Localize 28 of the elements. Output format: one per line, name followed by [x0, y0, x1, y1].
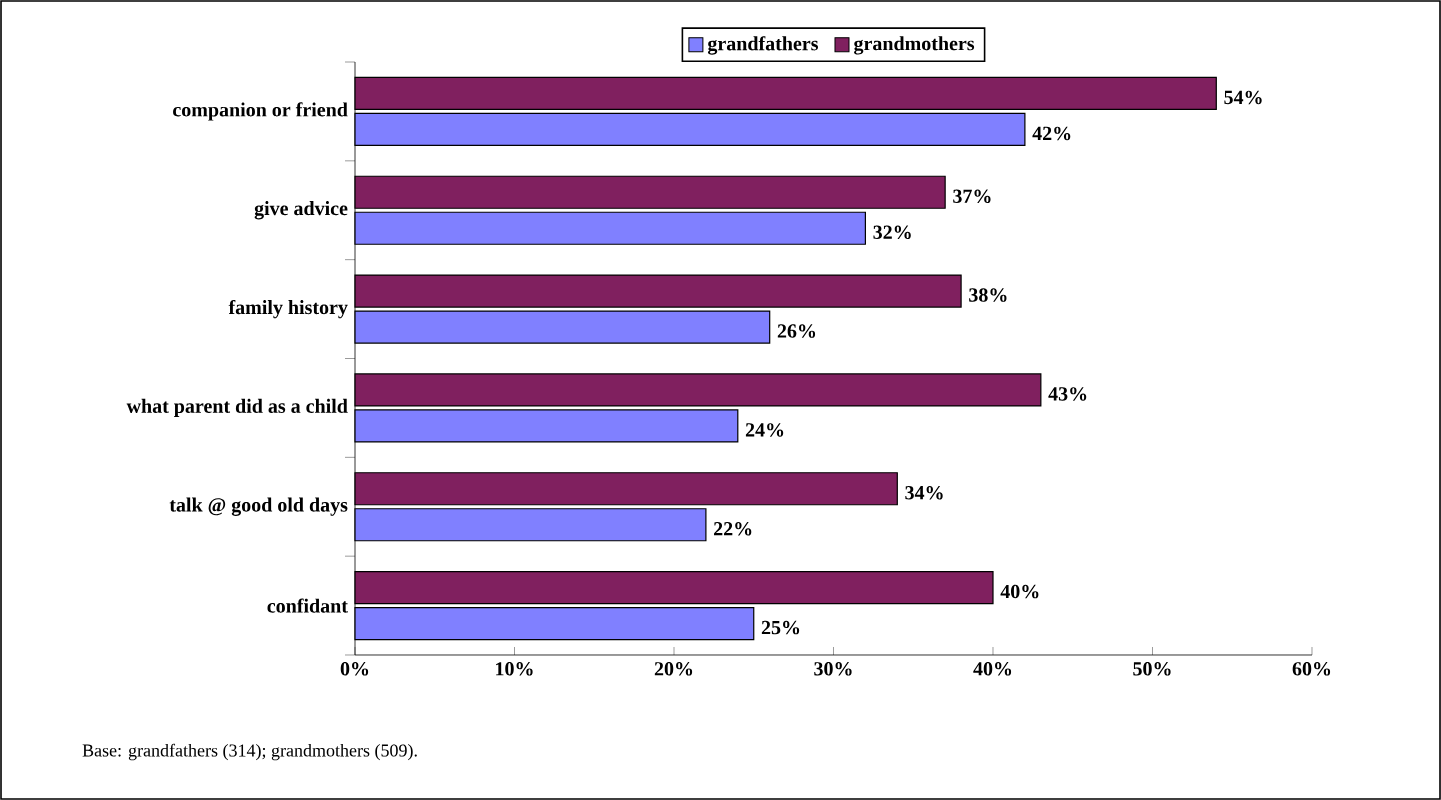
text: Base: grandfathers (314); grandmothers (509).	[82, 743, 417, 761]
data-label: 40%	[1000, 584, 1039, 599]
legend-label: grandfathers	[707, 36, 819, 55]
data-label: 22%	[714, 521, 752, 536]
y-tick-label: talk @ good old days	[169, 497, 348, 516]
y-tick-label: give advice	[254, 201, 348, 220]
x-tick-label: 10%	[496, 662, 533, 676]
data-label: 26%	[777, 324, 816, 338]
y-tick-label: confidant	[267, 598, 348, 613]
data-label: 24%	[745, 423, 784, 437]
y-tick-label: what parent did as a child	[126, 398, 348, 417]
x-tick-label: 30%	[814, 662, 852, 676]
legend-label: grandmothers	[854, 36, 975, 55]
data-label: 54%	[1224, 90, 1262, 105]
y-tick-label: companion or friend	[173, 102, 348, 121]
x-tick-label: 0%	[340, 662, 369, 676]
x-tick-label: 50%	[1133, 662, 1171, 676]
data-label: 38%	[969, 288, 1007, 302]
data-label: 34%	[905, 485, 943, 500]
data-label: 25%	[761, 620, 800, 635]
data-label: 42%	[1032, 126, 1071, 141]
data-label: 37%	[953, 189, 991, 204]
x-tick-label: 20%	[654, 662, 693, 676]
x-tick-label: 60%	[1292, 662, 1331, 676]
data-label: 43%	[1048, 387, 1087, 401]
y-tick-label: family history	[228, 299, 348, 319]
data-label: 32%	[873, 225, 911, 240]
x-tick-label: 40%	[973, 662, 1012, 676]
